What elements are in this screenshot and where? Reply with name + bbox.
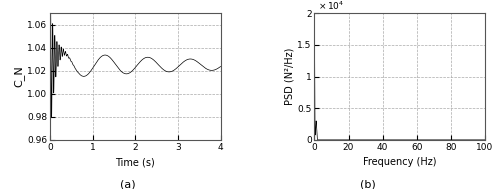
- Y-axis label: PSD (N²/Hz): PSD (N²/Hz): [284, 48, 294, 105]
- Text: $\times\,10^4$: $\times\,10^4$: [318, 0, 344, 12]
- Text: (b): (b): [360, 179, 376, 189]
- X-axis label: Frequency (Hz): Frequency (Hz): [363, 157, 436, 167]
- X-axis label: Time (s): Time (s): [116, 157, 155, 167]
- Y-axis label: C_N: C_N: [14, 66, 24, 88]
- Text: (a): (a): [120, 179, 136, 189]
